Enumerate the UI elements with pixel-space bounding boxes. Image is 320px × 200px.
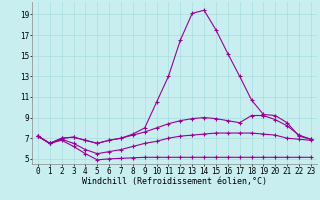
- X-axis label: Windchill (Refroidissement éolien,°C): Windchill (Refroidissement éolien,°C): [82, 177, 267, 186]
